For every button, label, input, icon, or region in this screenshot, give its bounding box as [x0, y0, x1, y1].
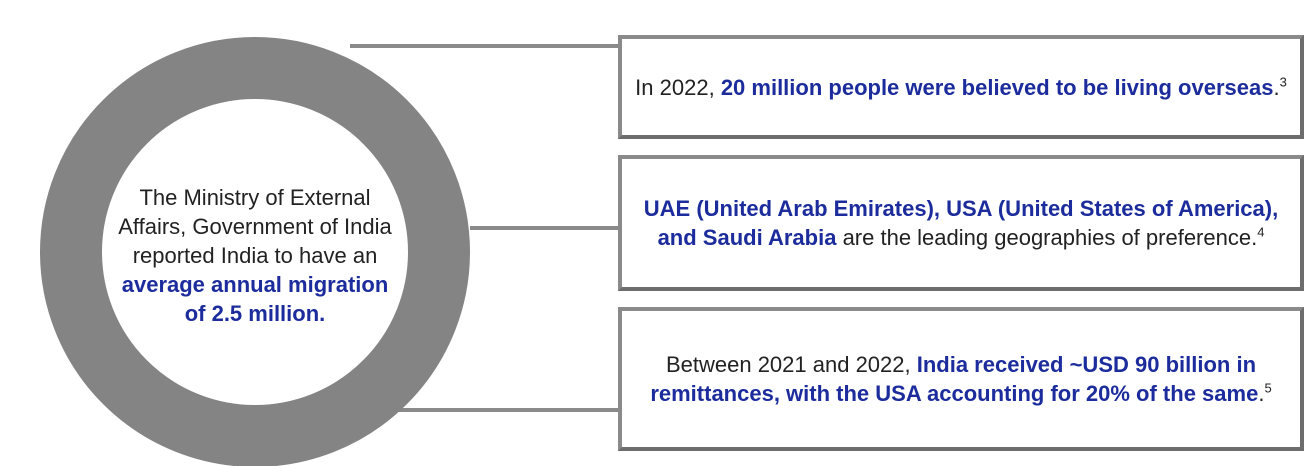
box: [618, 35, 1304, 139]
box-text: UAE (United Arab Emirates), USA (United …: [630, 159, 1292, 287]
ring: [40, 37, 470, 466]
highlight-text: 20 million people were believed to be li…: [720, 74, 1274, 100]
box-text: Between 2021 and 2022, India received ~U…: [630, 311, 1292, 447]
paragraph: Between 2021 and 2022, India received ~U…: [630, 350, 1292, 408]
paragraph: UAE (United Arab Emirates), USA (United …: [630, 194, 1292, 252]
footnote-ref: 5: [1264, 380, 1272, 396]
text: Between 2021 and 2022,: [665, 352, 917, 377]
text: .: [1273, 74, 1280, 100]
box: [618, 307, 1304, 451]
paragraph: The Ministry of External Affairs, Govern…: [110, 183, 400, 328]
box-text: In 2022, 20 million people were believed…: [630, 39, 1292, 135]
highlight-text: UAE (United Arab Emirates), USA (United …: [643, 196, 1279, 250]
highlight-text: average annual migration of 2.5 million.: [121, 271, 389, 326]
box: [618, 155, 1304, 291]
text: .: [1258, 381, 1265, 406]
text: The Ministry of External Affairs, Govern…: [118, 184, 392, 268]
paragraph: In 2022, 20 million people were believed…: [635, 73, 1287, 102]
text: In 2022,: [635, 74, 721, 100]
footnote-ref: 3: [1279, 74, 1287, 90]
footnote-ref: 4: [1257, 224, 1265, 240]
center-text: The Ministry of External Affairs, Govern…: [110, 130, 400, 380]
highlight-text: India received ~USD 90 billion in remitt…: [650, 352, 1259, 406]
text: are the leading geographies of preferenc…: [836, 225, 1258, 250]
